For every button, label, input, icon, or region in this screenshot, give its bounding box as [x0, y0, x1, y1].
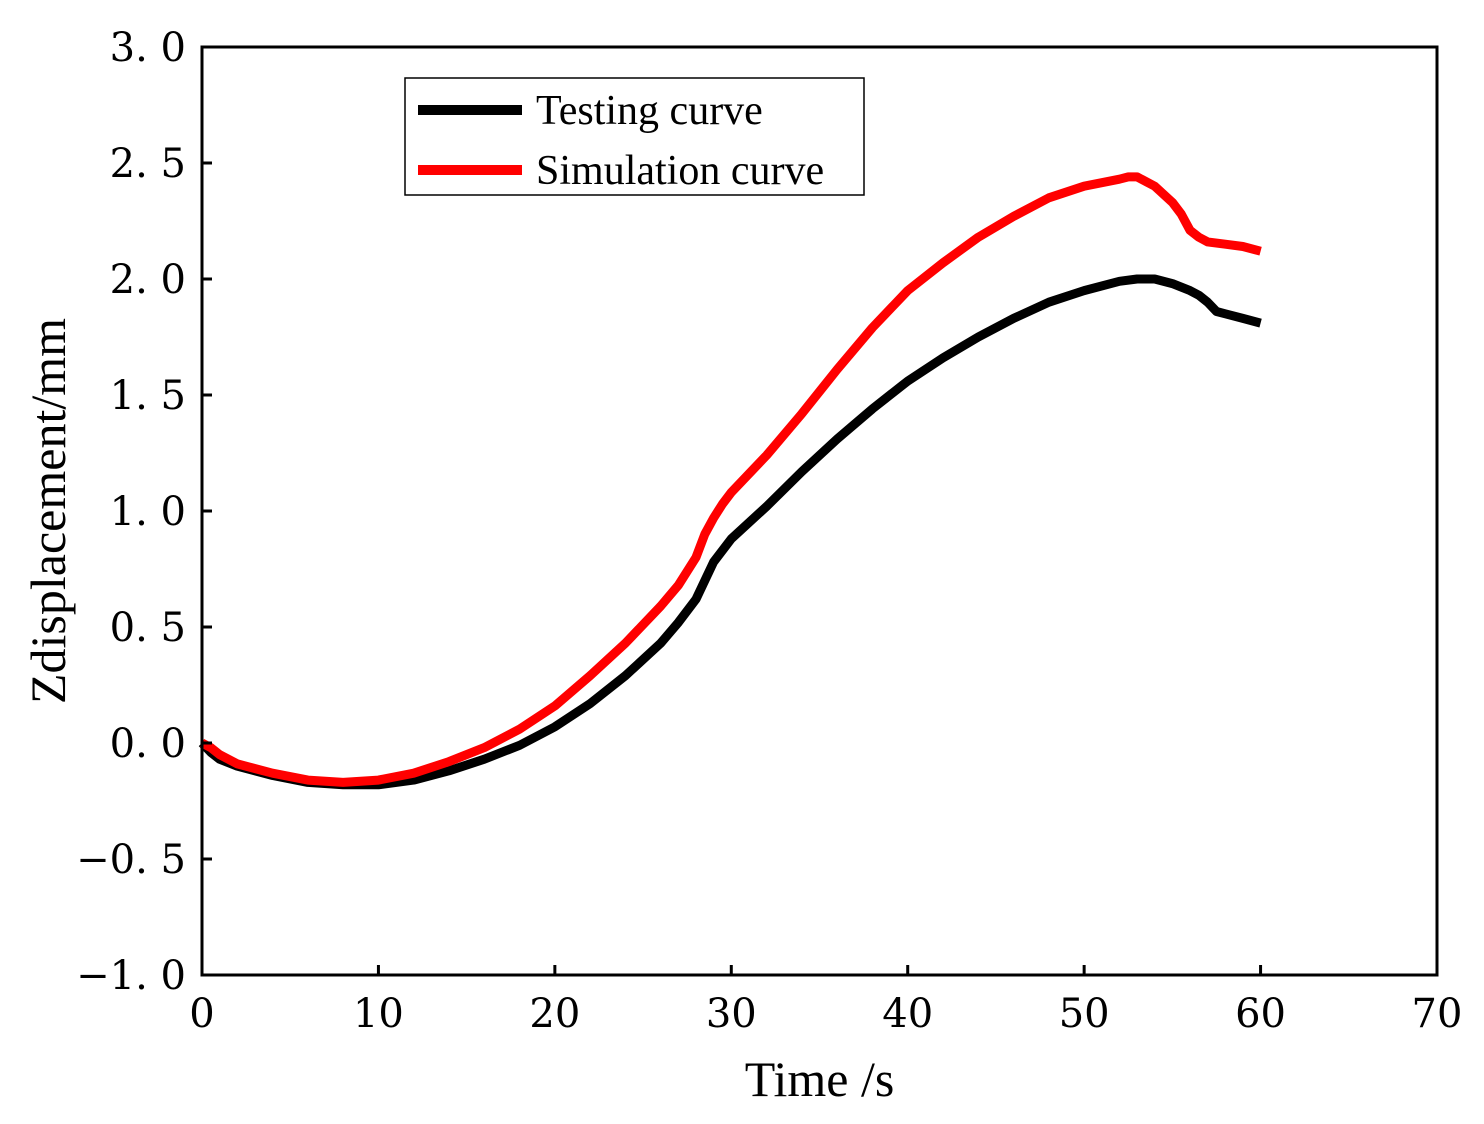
x-tick-label: 50 — [1059, 991, 1110, 1037]
x-tick-label: 60 — [1235, 991, 1286, 1037]
x-tick-label: 30 — [706, 991, 757, 1037]
y-tick-label: 1. 0 — [110, 489, 186, 535]
plot-lines — [198, 172, 1262, 790]
y-axis-title: Zdisplacement/mm — [20, 318, 76, 704]
x-tick-label: 10 — [353, 991, 404, 1037]
y-tick-label: 2. 0 — [110, 257, 186, 303]
legend-box — [404, 77, 865, 196]
y-tick-label: 3. 0 — [110, 25, 186, 71]
y-tick-label: 1. 5 — [110, 373, 186, 419]
x-tick-label: 70 — [1412, 991, 1463, 1037]
x-tick-label: 40 — [882, 991, 933, 1037]
legend-label-testing: Testing curve — [536, 88, 763, 134]
x-tick-label: 0 — [189, 991, 214, 1037]
y-tick-label: 0. 5 — [110, 605, 186, 651]
plot-frame — [200, 45, 1439, 977]
x-axis-title: Time /s — [745, 1051, 895, 1107]
legend-label-simulation: Simulation curve — [536, 148, 824, 194]
legend: Testing curve Simulation curve — [404, 77, 865, 196]
y-tick-label: 0. 0 — [110, 721, 186, 767]
series-line-testing — [198, 274, 1262, 790]
y-tick-label: −1. 0 — [76, 953, 186, 999]
y-tick-label: −0. 5 — [76, 837, 186, 883]
x-tick-label: 20 — [529, 991, 580, 1037]
series-line-simulation — [199, 172, 1262, 787]
axis-tick-labels: 0 10 20 30 40 50 60 70 −1. 0 −0. 5 0. 0 0. 5 1. 0 1. … — [76, 25, 1462, 1037]
y-tick-label: 2. 5 — [110, 141, 186, 187]
